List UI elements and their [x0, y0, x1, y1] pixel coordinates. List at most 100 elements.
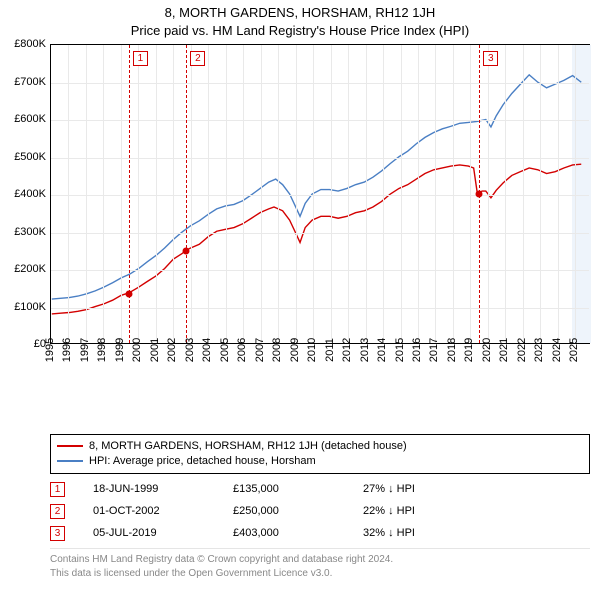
- gridline-v: [418, 45, 419, 343]
- gridline-v: [383, 45, 384, 343]
- gridline-v: [575, 45, 576, 343]
- sale-date: 18-JUN-1999: [93, 483, 233, 495]
- y-tick-label: £300K: [14, 226, 46, 238]
- gridline-v: [540, 45, 541, 343]
- x-tick-label: 2024: [551, 338, 563, 362]
- sale-price: £403,000: [233, 527, 363, 539]
- gridline-v: [558, 45, 559, 343]
- legend-label: HPI: Average price, detached house, Hors…: [89, 454, 316, 469]
- gridline-v: [296, 45, 297, 343]
- gridline-h: [51, 195, 589, 196]
- legend: 8, MORTH GARDENS, HORSHAM, RH12 1JH (det…: [50, 434, 590, 474]
- gridline-h: [51, 120, 589, 121]
- x-tick-label: 2022: [516, 338, 528, 362]
- x-tick-label: 2021: [498, 338, 510, 362]
- sale-delta: 32% ↓ HPI: [363, 527, 415, 539]
- x-tick-label: 2004: [201, 338, 213, 362]
- x-tick-label: 1999: [114, 338, 126, 362]
- x-tick-label: 2020: [481, 338, 493, 362]
- gridline-v: [366, 45, 367, 343]
- sale-vline: [129, 45, 130, 343]
- sale-marker: 3: [483, 51, 498, 66]
- sale-marker: 1: [133, 51, 148, 66]
- gridline-v: [278, 45, 279, 343]
- gridline-v: [121, 45, 122, 343]
- table-row: 1 18-JUN-1999 £135,000 27% ↓ HPI: [50, 478, 415, 500]
- gridline-h: [51, 233, 589, 234]
- gridline-v: [191, 45, 192, 343]
- x-tick-label: 2007: [254, 338, 266, 362]
- legend-row: HPI: Average price, detached house, Hors…: [57, 454, 583, 469]
- x-tick-label: 1996: [61, 338, 73, 362]
- legend-label: 8, MORTH GARDENS, HORSHAM, RH12 1JH (det…: [89, 439, 407, 454]
- attribution-line: This data is licensed under the Open Gov…: [50, 567, 590, 581]
- sale-marker: 3: [50, 526, 65, 541]
- x-tick-label: 2011: [324, 338, 336, 362]
- gridline-v: [226, 45, 227, 343]
- sale-dot: [125, 291, 132, 298]
- gridline-v: [138, 45, 139, 343]
- gridline-h: [51, 270, 589, 271]
- gridline-v: [435, 45, 436, 343]
- legend-swatch: [57, 460, 83, 462]
- gridline-v: [173, 45, 174, 343]
- title-subtitle: Price paid vs. HM Land Registry's House …: [0, 22, 600, 40]
- x-tick-label: 2019: [463, 338, 475, 362]
- gridline-v: [68, 45, 69, 343]
- x-tick-label: 2016: [411, 338, 423, 362]
- x-tick-label: 2017: [428, 338, 440, 362]
- table-row: 3 05-JUL-2019 £403,000 32% ↓ HPI: [50, 522, 415, 544]
- x-tick-label: 2015: [394, 338, 406, 362]
- gridline-v: [261, 45, 262, 343]
- legend-swatch: [57, 445, 83, 447]
- x-tick-label: 2001: [149, 338, 161, 362]
- x-tick-label: 2018: [446, 338, 458, 362]
- gridline-v: [505, 45, 506, 343]
- gridline-v: [488, 45, 489, 343]
- y-tick-label: £800K: [14, 38, 46, 50]
- y-tick-label: £100K: [14, 301, 46, 313]
- x-tick-label: 2023: [533, 338, 545, 362]
- sale-dot: [476, 190, 483, 197]
- x-tick-label: 2010: [306, 338, 318, 362]
- x-tick-label: 2025: [568, 338, 580, 362]
- x-tick-label: 1997: [79, 338, 91, 362]
- title-block: 8, MORTH GARDENS, HORSHAM, RH12 1JH Pric…: [0, 0, 600, 40]
- gridline-v: [103, 45, 104, 343]
- sale-delta: 27% ↓ HPI: [363, 483, 415, 495]
- legend-row: 8, MORTH GARDENS, HORSHAM, RH12 1JH (det…: [57, 439, 583, 454]
- x-tick-label: 2002: [166, 338, 178, 362]
- y-tick-label: £500K: [14, 151, 46, 163]
- sales-table: 1 18-JUN-1999 £135,000 27% ↓ HPI 2 01-OC…: [50, 478, 415, 544]
- x-tick-label: 2008: [271, 338, 283, 362]
- x-tick-label: 2003: [184, 338, 196, 362]
- y-tick-label: £700K: [14, 76, 46, 88]
- gridline-v: [453, 45, 454, 343]
- sale-marker: 2: [50, 504, 65, 519]
- gridline-v: [156, 45, 157, 343]
- x-tick-label: 2009: [289, 338, 301, 362]
- gridline-v: [401, 45, 402, 343]
- gridline-v: [470, 45, 471, 343]
- x-tick-label: 2006: [236, 338, 248, 362]
- gridline-v: [86, 45, 87, 343]
- sale-date: 05-JUL-2019: [93, 527, 233, 539]
- x-tick-label: 2012: [341, 338, 353, 362]
- x-tick-label: 2005: [219, 338, 231, 362]
- title-address: 8, MORTH GARDENS, HORSHAM, RH12 1JH: [0, 4, 600, 22]
- attribution-line: Contains HM Land Registry data © Crown c…: [50, 553, 590, 567]
- gridline-h: [51, 158, 589, 159]
- table-row: 2 01-OCT-2002 £250,000 22% ↓ HPI: [50, 500, 415, 522]
- x-tick-label: 1995: [44, 338, 56, 362]
- sale-price: £250,000: [233, 505, 363, 517]
- sale-price: £135,000: [233, 483, 363, 495]
- sale-dot: [183, 248, 190, 255]
- gridline-h: [51, 83, 589, 84]
- gridline-h: [51, 308, 589, 309]
- series-layer: [51, 45, 589, 343]
- x-tick-label: 2014: [376, 338, 388, 362]
- plot-area: 123: [50, 44, 590, 344]
- sale-date: 01-OCT-2002: [93, 505, 233, 517]
- x-tick-label: 2013: [359, 338, 371, 362]
- sale-delta: 22% ↓ HPI: [363, 505, 415, 517]
